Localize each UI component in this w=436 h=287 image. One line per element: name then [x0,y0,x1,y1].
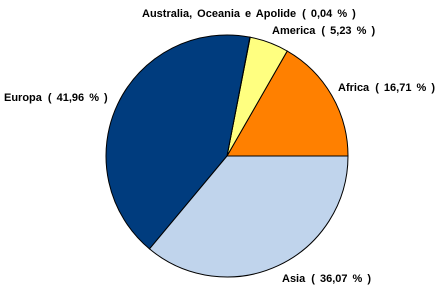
value-label: ( 5,23 % ) [321,25,375,37]
pie-slice [226,50,349,157]
value-label: ( 41,96 % ) [48,92,108,104]
slice-label: Europa ( 41,96 % ) [4,92,108,104]
slice-label: Australia, Oceania e Apolide ( 0,04 % ) [142,8,356,20]
category-name: Africa [338,82,370,94]
pie-slice [148,155,349,278]
category-name: Australia, Oceania e Apolide [142,8,296,20]
category-name: Europa [4,92,43,104]
slice-label: Africa ( 16,71 % ) [338,82,435,94]
value-label: ( 36,07 % ) [311,273,371,285]
slice-label: Asia ( 36,07 % ) [282,273,371,285]
slice-label: America ( 5,23 % ) [272,25,375,37]
category-name: America [272,25,316,37]
value-label: ( 0,04 % ) [302,8,356,20]
value-label: ( 16,71 % ) [375,82,435,94]
pie-slice [105,34,251,250]
category-name: Asia [282,273,306,285]
